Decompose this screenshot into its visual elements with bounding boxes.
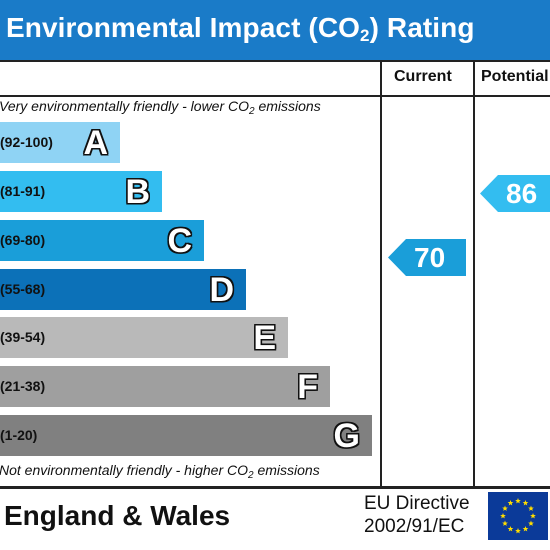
current-column-divider	[380, 60, 382, 488]
top-note-subscript: 2	[249, 106, 255, 117]
bottom-note-suffix: emissions	[253, 462, 320, 478]
eu-star-icon	[522, 525, 529, 532]
current-column-header: Current	[394, 68, 452, 85]
footer-divider	[0, 487, 550, 489]
band-range: (69-80)	[0, 232, 46, 248]
footer-region: England & Wales	[4, 500, 231, 531]
current-rating-value: 70	[414, 242, 446, 273]
eu-star-icon	[507, 500, 514, 506]
top-note-suffix: emissions	[254, 98, 321, 114]
band-d: (55-68) D	[0, 269, 246, 310]
eu-star-icon	[507, 525, 514, 532]
band-letter: B	[125, 173, 150, 211]
eu-star-icon	[528, 505, 534, 511]
bottom-note-prefix: Not environmentally friendly - higher CO	[0, 462, 248, 478]
band-letter: G	[333, 417, 360, 455]
band-range: (55-68)	[0, 281, 46, 297]
eu-star-icon	[502, 505, 508, 511]
eu-star-icon	[502, 520, 508, 526]
band-g: (1-20) G	[0, 415, 372, 456]
band-range: (39-54)	[0, 329, 46, 345]
potential-column-header: Potential	[481, 68, 549, 85]
band-c: (69-80) C	[0, 220, 204, 261]
band-range: (81-91)	[0, 183, 46, 199]
bottom-note: Not environmentally friendly - higher CO…	[0, 462, 320, 481]
top-note-prefix: Very environmentally friendly - lower CO	[0, 98, 250, 114]
potential-rating-value: 86	[506, 178, 538, 209]
eu-flag-icon	[488, 492, 548, 540]
eu-star-icon	[515, 528, 521, 534]
directive-line-1: EU Directive	[364, 493, 470, 514]
band-range: (21-38)	[0, 378, 46, 394]
eu-stars-icon	[500, 498, 536, 534]
current-rating-arrow: 70	[388, 239, 466, 276]
top-note: Very environmentally friendly - lower CO…	[0, 98, 321, 117]
directive-line-2: 2002/91/EC	[364, 516, 465, 537]
title-prefix: Environmental Impact (CO	[6, 12, 361, 43]
band-f: (21-38) F	[0, 366, 330, 407]
eu-star-icon	[515, 498, 521, 504]
eu-star-icon	[500, 513, 506, 519]
eu-star-icon	[522, 500, 529, 506]
band-letter: C	[167, 222, 192, 260]
band-a: (92-100) A	[0, 122, 120, 163]
band-letter: F	[297, 368, 318, 406]
header-bar: Environmental Impact (CO2) Rating	[0, 0, 550, 60]
column-header-divider	[0, 95, 550, 97]
page-title: Environmental Impact (CO2) Rating	[6, 12, 475, 46]
title-subscript: 2	[360, 26, 370, 45]
footer-directive: EU Directive 2002/91/EC	[364, 492, 470, 538]
bottom-note-subscript: 2	[248, 470, 254, 481]
band-letter: E	[253, 319, 276, 357]
eu-star-icon	[528, 520, 534, 526]
band-b: (81-91) B	[0, 171, 162, 212]
band-range: (92-100)	[0, 134, 53, 150]
band-letter: A	[83, 124, 108, 162]
band-e: (39-54) E	[0, 317, 288, 358]
eu-star-icon	[530, 513, 536, 519]
potential-column-divider	[473, 60, 475, 488]
title-suffix: ) Rating	[369, 12, 475, 43]
band-range: (1-20)	[0, 427, 38, 443]
band-letter: D	[209, 271, 234, 309]
